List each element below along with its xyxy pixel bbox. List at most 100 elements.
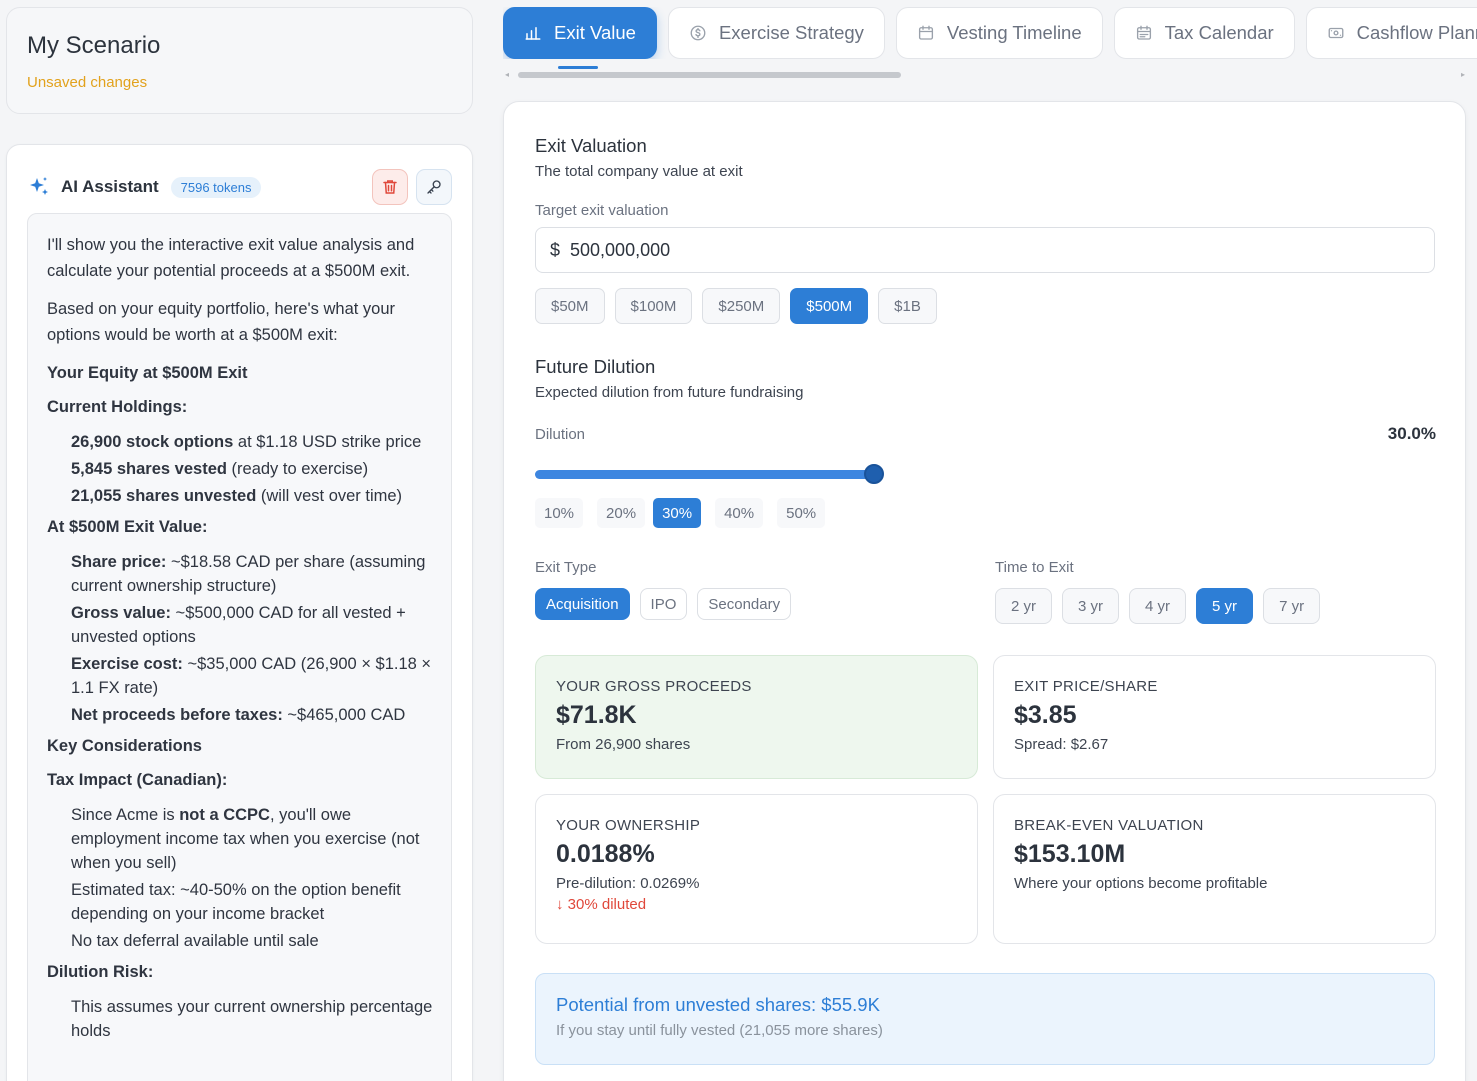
list-item: 26,900 stock options at $1.18 USD strike… — [71, 433, 422, 451]
tax-list: Since Acme is not a CCPC, you'll owe emp… — [47, 803, 433, 953]
key-icon — [427, 180, 441, 194]
chat-paragraph: Based on your equity portfolio, here's w… — [47, 300, 396, 344]
stat-subtext: Where your options become profitable — [1014, 875, 1268, 892]
target-valuation-label: Target exit valuation — [535, 202, 669, 219]
exit-valuation-input[interactable]: $ 500,000,000 — [535, 227, 1435, 273]
exit-price-value: $3.85 — [1014, 701, 1077, 729]
exit-valuation-value[interactable]: 500,000,000 — [570, 239, 671, 260]
chat-paragraph: I'll show you the interactive exit value… — [47, 236, 415, 280]
exit-type-label: Exit Type — [535, 559, 597, 576]
tabs-scrollbar[interactable]: ◂ ▸ — [505, 70, 1465, 80]
dilution-slider-track[interactable] — [535, 470, 875, 479]
gross-proceeds-value: $71.8K — [556, 701, 637, 729]
tab-exit-value[interactable]: Exit Value — [503, 7, 657, 59]
calendar-icon — [918, 25, 933, 40]
exit-type-secondary[interactable]: Secondary — [697, 588, 792, 620]
tab-label: Vesting Timeline — [946, 22, 1082, 43]
scrollbar-thumb[interactable] — [518, 72, 901, 78]
exit-type-options: Acquisition IPO Secondary — [535, 588, 792, 620]
exit-value-list: Share price: ~$18.58 CAD per share (assu… — [47, 550, 433, 727]
exit-type-ipo[interactable]: IPO — [639, 588, 688, 620]
preset-1b-button[interactable]: $1B — [878, 288, 937, 324]
time-to-exit-label: Time to Exit — [995, 559, 1074, 576]
preset-500m-button[interactable]: $500M — [790, 288, 869, 324]
list-item: No tax deferral available until sale — [71, 932, 319, 950]
dilution-label: Dilution — [535, 426, 586, 443]
unvested-potential-box: Potential from unvested shares: $55.9K I… — [535, 973, 1435, 1065]
time-2yr-button[interactable]: 2 yr — [995, 588, 1053, 624]
tab-exercise-strategy[interactable]: Exercise Strategy — [667, 7, 885, 59]
dilution-value: 30.0% — [1387, 424, 1436, 443]
chat-message: I'll show you the interactive exit value… — [27, 213, 452, 1081]
dilution-slider-thumb[interactable] — [864, 464, 884, 484]
exit-valuation-title: Exit Valuation — [535, 135, 647, 156]
exit-valuation-subtitle: The total company value at exit — [535, 163, 743, 180]
preset-100m-button[interactable]: $100M — [614, 288, 693, 324]
tab-vesting-timeline[interactable]: Vesting Timeline — [895, 7, 1103, 59]
dilution-20-chip[interactable]: 20% — [597, 498, 646, 528]
trash-icon — [383, 180, 397, 194]
scroll-left-arrow-icon[interactable]: ◂ — [505, 70, 510, 79]
tab-label: Tax Calendar — [1164, 22, 1274, 43]
list-item: Since Acme is not a CCPC, you'll owe emp… — [71, 806, 420, 872]
stat-subtext: From 26,900 shares — [556, 736, 691, 753]
dilution-50-chip[interactable]: 50% — [777, 498, 826, 528]
holdings-list: 26,900 stock options at $1.18 USD strike… — [47, 430, 433, 508]
list-item: 5,845 shares vested (ready to exercise) — [71, 460, 369, 478]
list-item: Gross value: ~$500,000 CAD for all veste… — [71, 604, 406, 646]
preset-250m-button[interactable]: $250M — [702, 288, 781, 324]
dilution-30-chip[interactable]: 30% — [653, 498, 702, 528]
unsaved-status: Unsaved changes — [27, 74, 148, 91]
preset-50m-button[interactable]: $50M — [535, 288, 605, 324]
list-item: Share price: ~$18.58 CAD per share (assu… — [71, 553, 426, 595]
time-4yr-button[interactable]: 4 yr — [1129, 588, 1187, 624]
list-item: Estimated tax: ~40-50% on the option ben… — [71, 881, 401, 923]
tab-label: Exercise Strategy — [718, 22, 864, 43]
break-even-card: BREAK-EVEN VALUATION $153.10M Where your… — [993, 794, 1436, 944]
unvested-potential-subtitle: If you stay until fully vested (21,055 m… — [556, 1022, 883, 1039]
chat-heading: Dilution Risk: — [47, 963, 154, 981]
time-5yr-button[interactable]: 5 yr — [1196, 588, 1254, 624]
dilution-40-chip[interactable]: 40% — [715, 498, 764, 528]
calendar-list-icon — [1136, 25, 1151, 40]
clear-chat-button[interactable] — [372, 169, 408, 205]
dollar-circle-icon — [690, 25, 706, 41]
tab-tax-calendar[interactable]: Tax Calendar — [1113, 7, 1295, 59]
unvested-potential-title: Potential from unvested shares: $55.9K — [556, 994, 880, 1015]
ai-assistant-panel: AI Assistant 7596 tokens I'll show you t… — [6, 144, 473, 1081]
time-3yr-button[interactable]: 3 yr — [1062, 588, 1120, 624]
scenario-title[interactable]: My Scenario — [27, 32, 161, 59]
stat-subtext: Pre-dilution: 0.0269% — [556, 875, 700, 892]
chat-heading: At $500M Exit Value: — [47, 518, 208, 536]
exit-price-card: EXIT PRICE/SHARE $3.85 Spread: $2.67 — [993, 655, 1436, 779]
stat-label: BREAK-EVEN VALUATION — [1014, 817, 1204, 834]
chat-heading: Tax Impact (Canadian): — [47, 771, 228, 789]
scroll-right-arrow-icon[interactable]: ▸ — [1460, 70, 1465, 79]
exit-value-panel: Exit Valuation The total company value a… — [503, 101, 1466, 1081]
chat-heading: Current Holdings: — [47, 398, 188, 416]
dilution-presets: 10% 20% 30% 40% 50% — [535, 498, 826, 528]
time-7yr-button[interactable]: 7 yr — [1263, 588, 1321, 624]
chat-heading: Your Equity at $500M Exit — [47, 364, 248, 382]
dilution-list: This assumes your current ownership perc… — [47, 995, 433, 1043]
list-item: Exercise cost: ~$35,000 CAD (26,900 × $1… — [71, 655, 432, 697]
exit-type-acquisition[interactable]: Acquisition — [535, 588, 630, 620]
list-item: This assumes your current ownership perc… — [71, 998, 433, 1040]
future-dilution-title: Future Dilution — [535, 356, 656, 377]
tab-label: Cashflow Planni — [1356, 22, 1477, 43]
stat-label: YOUR OWNERSHIP — [556, 817, 701, 834]
currency-symbol: $ — [550, 239, 561, 260]
dilution-10-chip[interactable]: 10% — [535, 498, 584, 528]
list-item: 21,055 shares unvested (will vest over t… — [71, 487, 403, 505]
future-dilution-subtitle: Expected dilution from future fundraisin… — [535, 384, 804, 401]
api-key-button[interactable] — [416, 169, 452, 205]
tab-label: Exit Value — [554, 22, 636, 43]
scenario-card: My Scenario Unsaved changes — [6, 7, 473, 114]
chat-heading: Key Considerations — [47, 737, 202, 755]
stat-label: YOUR GROSS PROCEEDS — [556, 678, 752, 695]
tab-cashflow-planning[interactable]: Cashflow Planni — [1305, 7, 1477, 59]
ai-actions — [372, 169, 452, 205]
dilution-warning: ↓ 30% diluted — [556, 896, 647, 913]
stat-label: EXIT PRICE/SHARE — [1014, 678, 1158, 695]
list-item: Net proceeds before taxes: ~$465,000 CAD — [71, 706, 406, 724]
